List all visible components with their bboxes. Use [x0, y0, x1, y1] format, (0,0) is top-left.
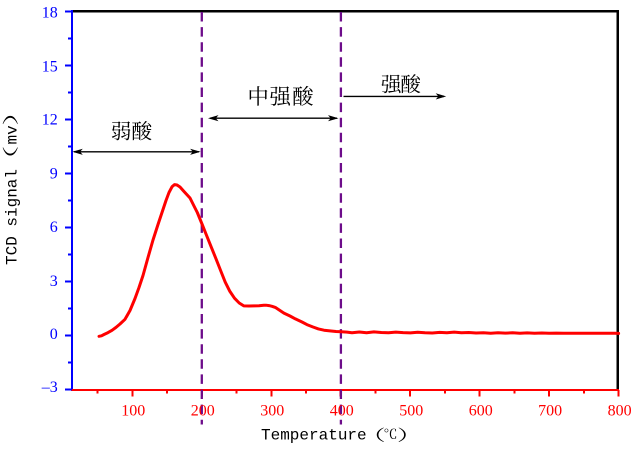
svg-text:18: 18 — [42, 4, 58, 21]
svg-text:200: 200 — [191, 403, 215, 420]
svg-text:600: 600 — [469, 403, 493, 420]
svg-text:6: 6 — [50, 219, 58, 236]
svg-text:800: 800 — [608, 403, 632, 420]
svg-text:9: 9 — [50, 165, 58, 182]
svg-text:–3: –3 — [41, 379, 58, 396]
svg-text:TCD signal: TCD signal — [3, 169, 21, 265]
svg-text:0: 0 — [50, 326, 58, 343]
svg-text:400: 400 — [330, 403, 354, 420]
svg-text:12: 12 — [42, 111, 58, 128]
svg-text:300: 300 — [260, 403, 284, 420]
svg-text:3: 3 — [50, 273, 58, 290]
svg-text:mv: mv — [3, 125, 21, 145]
svg-text:700: 700 — [538, 403, 562, 420]
svg-text:100: 100 — [121, 403, 145, 420]
svg-text:Temperature: Temperature — [261, 427, 367, 445]
svg-text:15: 15 — [42, 58, 58, 75]
svg-text:500: 500 — [399, 403, 423, 420]
